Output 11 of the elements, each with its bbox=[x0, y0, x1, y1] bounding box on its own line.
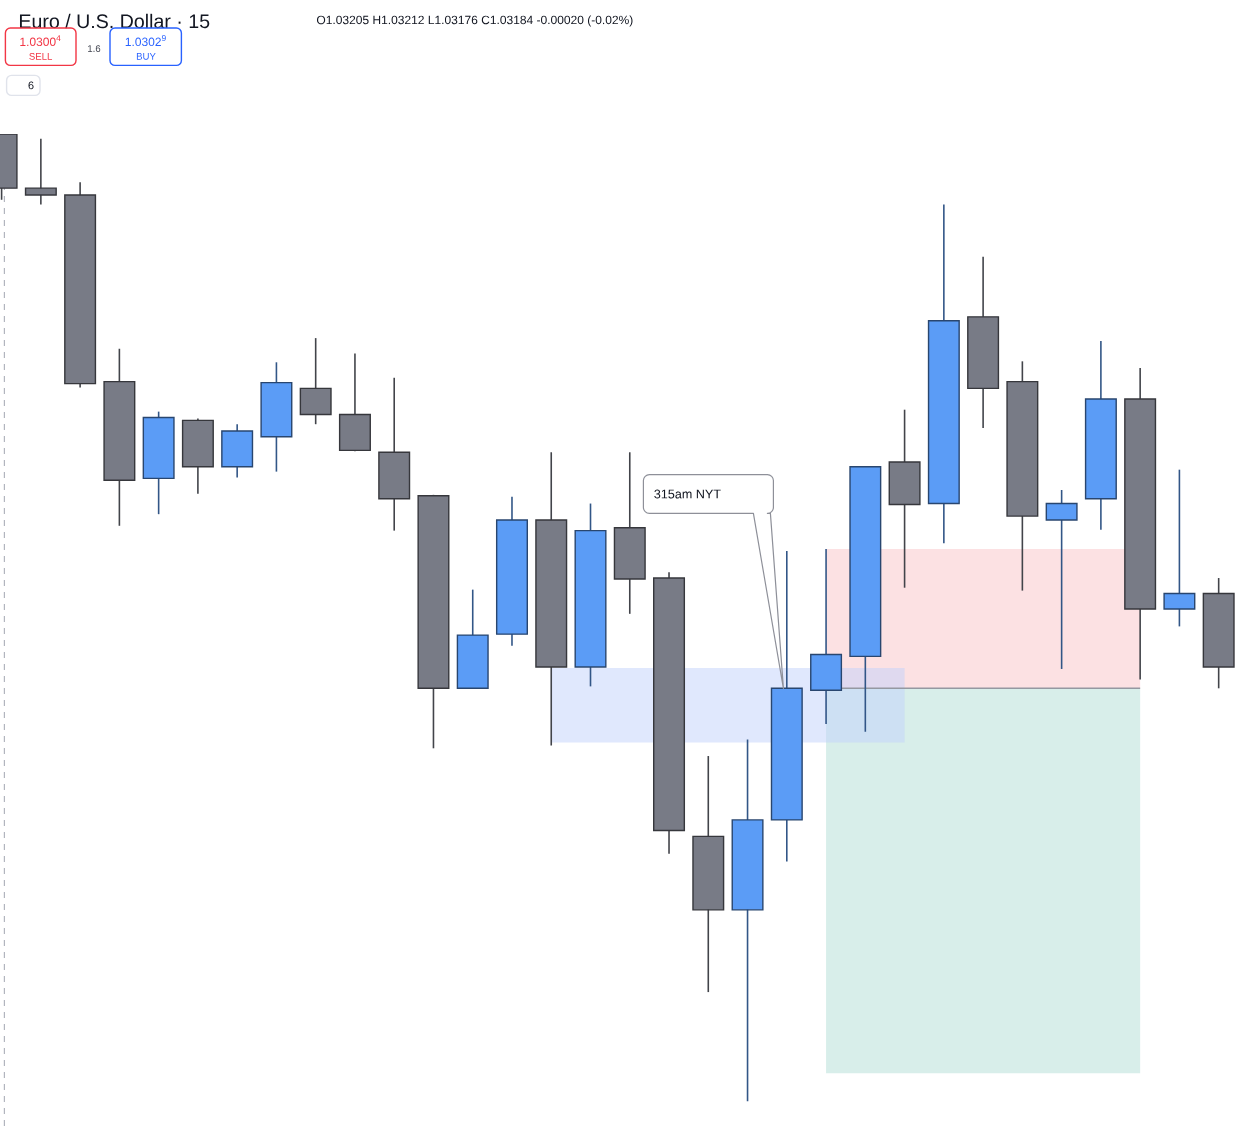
candlestick bbox=[1163, 468, 1196, 628]
candlestick bbox=[24, 138, 57, 206]
candlestick bbox=[810, 548, 843, 725]
chart-title: Euro / U.S. Dollar · 15 bbox=[19, 13, 210, 29]
candlestick bbox=[338, 352, 371, 453]
candlestick bbox=[888, 408, 921, 589]
candlestick bbox=[181, 417, 214, 495]
candlestick bbox=[1045, 489, 1078, 670]
candlestick bbox=[299, 337, 332, 426]
candlestick bbox=[221, 423, 254, 479]
candlestick bbox=[378, 376, 411, 532]
